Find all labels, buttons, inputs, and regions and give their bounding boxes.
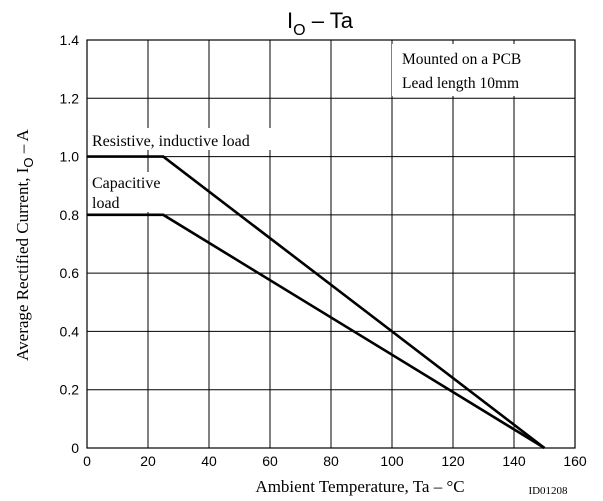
capacitive-label-bg — [90, 172, 166, 212]
x-tick-label: 40 — [201, 453, 217, 469]
y-axis-label-main: Average Rectified Current, I — [13, 167, 32, 361]
y-axis-label-subscript: O — [21, 158, 36, 168]
plot-frame — [86, 39, 576, 449]
series-line-resistive — [87, 155, 546, 450]
x-tick-label: 60 — [262, 453, 278, 469]
y-tick-label: 1.2 — [60, 90, 80, 106]
mount-note-line1: Mounted on a PCB — [402, 51, 521, 68]
figure-id: ID01208 — [528, 485, 568, 497]
y-tick-label: 0.8 — [60, 207, 80, 223]
x-tick-label: 0 — [83, 453, 91, 469]
grid — [87, 40, 575, 448]
x-tick-label: 100 — [380, 453, 404, 469]
mount-note-bg — [392, 44, 572, 96]
y-tick-label: 0.4 — [60, 323, 80, 339]
resistive-label-bg — [90, 128, 306, 150]
x-tick-label: 20 — [140, 453, 156, 469]
y-axis-label-rest: – A — [13, 128, 32, 157]
chart-title-subscript: O — [293, 22, 305, 39]
x-tick-label: 120 — [441, 453, 465, 469]
capacitive-label-line1: Capacitive — [92, 175, 160, 192]
y-tick-label: 0 — [71, 440, 79, 456]
y-tick-label: 1.0 — [60, 149, 80, 165]
mount-note-line2: Lead length 10mm — [402, 75, 519, 92]
x-tick-label: 160 — [563, 453, 587, 469]
x-tick-labels: 0 20 40 60 80 100 120 140 160 — [83, 453, 587, 469]
chart-title: IO – Ta — [287, 8, 354, 39]
x-axis-label: Ambient Temperature, Ta – °C — [255, 477, 464, 496]
x-tick-label: 140 — [502, 453, 526, 469]
y-tick-labels: 0 0.2 0.4 0.6 0.8 1.0 1.2 1.4 — [60, 32, 80, 456]
resistive-label: Resistive, inductive load — [92, 133, 250, 150]
chart-title-main: I — [287, 8, 293, 33]
x-tick-label: 80 — [323, 453, 339, 469]
series-group — [87, 155, 546, 450]
y-tick-label: 0.6 — [60, 265, 80, 281]
series-line-capacitive — [87, 213, 546, 450]
y-tick-label: 0.2 — [60, 382, 80, 398]
y-tick-label: 1.4 — [60, 32, 80, 48]
capacitive-label-line2: load — [92, 195, 120, 212]
y-axis-label: Average Rectified Current, IO – A — [13, 128, 36, 360]
chart-title-rest: – Ta — [306, 8, 354, 33]
